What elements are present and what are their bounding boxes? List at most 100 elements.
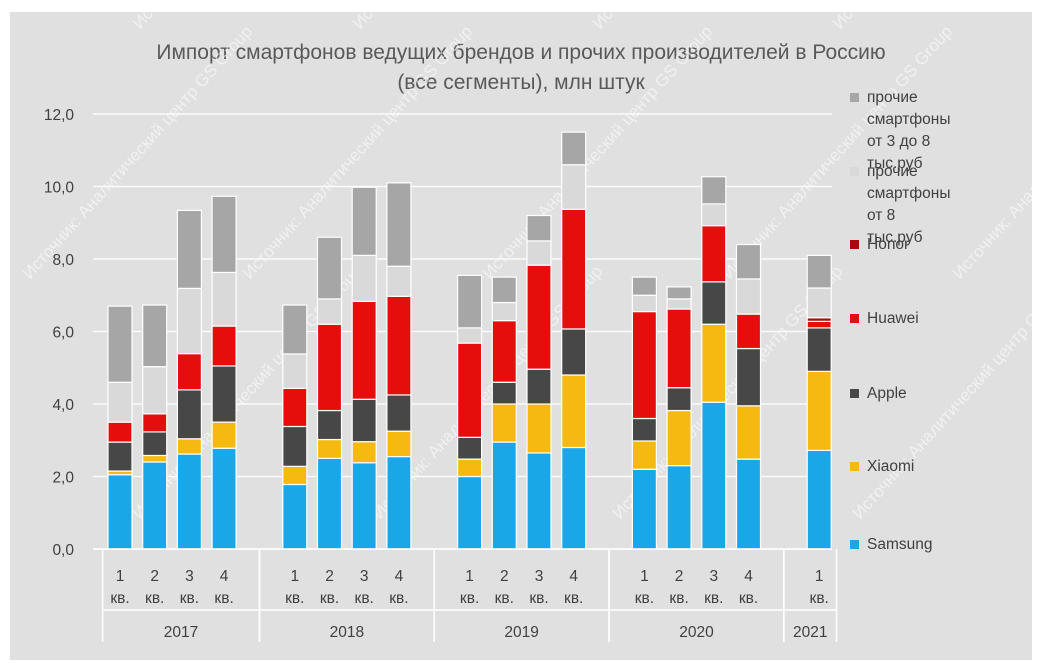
bar-segment bbox=[561, 131, 587, 166]
bar-segment bbox=[386, 295, 412, 396]
legend-label: прочие смартфоны от 8 тыс.руб bbox=[867, 163, 951, 246]
bar-segment bbox=[526, 264, 552, 370]
bar-segment bbox=[526, 452, 552, 550]
bar-segment bbox=[526, 240, 552, 266]
x-tick-label: 4 кв. bbox=[389, 568, 408, 607]
bar-segment bbox=[491, 441, 517, 550]
bar-segment bbox=[142, 454, 168, 463]
bar-segment bbox=[701, 203, 727, 227]
y-tick-label: 4,0 bbox=[52, 397, 74, 414]
y-tick-label: 0,0 bbox=[52, 542, 74, 559]
bar-segment bbox=[735, 243, 762, 280]
bar-segment bbox=[316, 457, 343, 550]
x-tick-label: 2 кв. bbox=[669, 568, 688, 607]
bar-segment bbox=[701, 401, 727, 550]
bar-segment bbox=[561, 164, 587, 210]
bar-segment bbox=[282, 353, 308, 390]
bar-segment bbox=[351, 462, 377, 550]
bar-segment bbox=[386, 182, 412, 267]
bar-segment bbox=[806, 320, 832, 329]
x-tick-label: 4 кв. bbox=[564, 568, 583, 607]
bar-segment bbox=[457, 436, 483, 460]
x-tick-label: 2 кв. bbox=[145, 568, 164, 607]
chart-title: Импорт смартфонов ведущих брендов и проч… bbox=[20, 38, 1022, 98]
chart-subtitle: (все сегменты), млн штук bbox=[397, 71, 645, 94]
bar-segment bbox=[806, 370, 832, 452]
bar-segment bbox=[176, 453, 202, 550]
bar-segment bbox=[282, 465, 308, 486]
bar-segment bbox=[386, 430, 412, 458]
watermark-text: Источник: Аналитический центр GS Group bbox=[479, 22, 716, 283]
bar-segment bbox=[457, 342, 483, 438]
bar-segment bbox=[491, 276, 517, 304]
bar-segment bbox=[491, 301, 517, 322]
y-tick-label: 10,0 bbox=[44, 180, 75, 197]
legend-label: прочие смартфоны от 3 до 8 тыс.руб bbox=[867, 89, 951, 172]
y-tick-label: 8,0 bbox=[52, 252, 74, 269]
bar-segment bbox=[282, 304, 308, 355]
x-tick-label: 4 кв. bbox=[214, 568, 233, 607]
x-tick-label: 1 кв. bbox=[460, 568, 479, 607]
bar-segment bbox=[735, 347, 762, 407]
bar-segment bbox=[735, 405, 762, 460]
x-tick-label: 4 кв. bbox=[739, 568, 758, 607]
bar-segment bbox=[806, 287, 832, 319]
chart-title-line1: Импорт смартфонов ведущих брендов и проч… bbox=[156, 41, 886, 64]
bar-segment bbox=[107, 474, 133, 550]
legend-swatch bbox=[850, 167, 859, 176]
x-tick-label: 1 кв. bbox=[810, 568, 829, 607]
bar-segment bbox=[631, 294, 658, 313]
bar-segment bbox=[142, 461, 168, 550]
bar-segment bbox=[282, 425, 308, 467]
watermark-text: Источник: Аналитический центр GS Group bbox=[829, 0, 1042, 33]
bar-segment bbox=[386, 455, 412, 550]
legend-swatch bbox=[850, 314, 859, 323]
bar-segment bbox=[351, 398, 377, 443]
x-year-label: 2017 bbox=[164, 624, 198, 641]
bar-segment bbox=[701, 323, 727, 403]
bar-segment bbox=[631, 276, 658, 296]
bar-segment bbox=[631, 468, 658, 550]
bar-segment bbox=[282, 387, 308, 428]
bar-segment bbox=[211, 365, 237, 423]
legend-label: Huawei bbox=[867, 310, 919, 327]
bar-segment bbox=[457, 327, 483, 344]
x-tick-label: 3 кв. bbox=[529, 568, 548, 607]
bar-segment bbox=[735, 278, 762, 315]
x-year-label: 2018 bbox=[330, 624, 364, 641]
bar-segment bbox=[491, 381, 517, 405]
bar-segment bbox=[351, 254, 377, 303]
legend-swatch bbox=[850, 240, 859, 249]
bar-segment bbox=[701, 176, 727, 205]
x-year-label: 2020 bbox=[679, 624, 714, 641]
x-tick-label: 2 кв. bbox=[320, 568, 339, 607]
legend-swatch bbox=[850, 540, 859, 549]
bar-segment bbox=[211, 271, 237, 327]
legend-swatch bbox=[850, 389, 859, 398]
bar-segment bbox=[561, 374, 587, 449]
legend-label: Honor bbox=[867, 236, 910, 253]
bar-segment bbox=[666, 308, 692, 389]
bar-segment bbox=[176, 389, 202, 440]
bar-segment bbox=[316, 409, 343, 441]
x-year-label: 2019 bbox=[504, 624, 538, 641]
bar-segment bbox=[386, 394, 412, 432]
y-tick-label: 6,0 bbox=[52, 325, 74, 342]
bar-segment bbox=[316, 236, 343, 300]
bar-segment bbox=[316, 298, 343, 325]
bar-segment bbox=[561, 208, 587, 330]
bar-segment bbox=[806, 254, 832, 289]
bar-segment bbox=[351, 186, 377, 256]
bar-segment bbox=[561, 446, 587, 550]
bar-segment bbox=[211, 325, 237, 367]
bar-segment bbox=[701, 281, 727, 325]
bar-segment bbox=[666, 409, 692, 467]
bar-segment bbox=[666, 286, 692, 300]
bar-segment bbox=[631, 417, 658, 442]
legend-label: Xiaomi bbox=[867, 458, 915, 475]
bar-segment bbox=[211, 447, 237, 550]
bar-segment bbox=[457, 475, 483, 550]
y-tick-label: 12,0 bbox=[44, 107, 75, 124]
bar-segment bbox=[491, 403, 517, 443]
bar-segment bbox=[631, 310, 658, 420]
